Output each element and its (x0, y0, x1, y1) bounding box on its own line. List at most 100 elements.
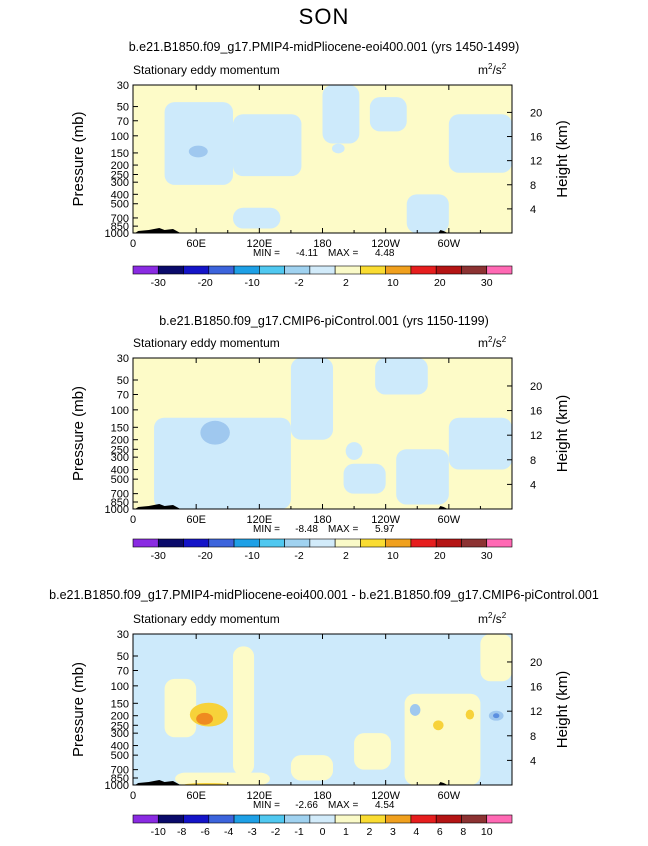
x-tick-label: 180 (313, 790, 331, 802)
colorbar-label: -6 (201, 826, 210, 838)
colorbar-swatch (132, 814, 159, 824)
colorbar-swatch (410, 814, 437, 824)
contour-region (369, 97, 407, 132)
y2-tick-label: 4 (530, 755, 536, 767)
y-tick-label: 500 (111, 474, 129, 486)
panel-left-label: Stationary eddy momentum (133, 63, 280, 77)
contour-blob (200, 420, 230, 445)
colorbar-swatch (233, 814, 260, 824)
colorbar-label: 1 (343, 826, 349, 838)
x-tick-label: 60W (438, 238, 461, 250)
colorbar-swatch (410, 538, 437, 548)
min-label: MIN = (253, 800, 280, 811)
panel-title: b.e21.B1850.f09_g17.CMIP6-piControl.001 … (159, 314, 489, 328)
y2-tick-label: 12 (530, 430, 542, 442)
y-tick-label: 300 (111, 452, 129, 464)
colorbar-swatch (183, 814, 210, 824)
y-tick-label: 1000 (105, 504, 129, 516)
contour-blob (465, 709, 475, 720)
y2-axis-title: Height (km) (554, 395, 571, 473)
y-tick-label: 1000 (105, 228, 129, 240)
colorbar: -30 -20 -10 -2 2 10 20 30 (132, 538, 513, 562)
x-tick-label: 60E (186, 238, 206, 250)
contour-region (396, 449, 449, 505)
y2-tick-label: 4 (530, 204, 536, 216)
colorbar-swatch (360, 265, 386, 275)
y2-tick-label: 8 (530, 731, 536, 743)
colorbar-swatch (183, 265, 210, 275)
colorbar-swatch (385, 538, 412, 548)
y2-tick-label: 8 (530, 455, 536, 467)
x-tick-label: 120W (371, 238, 400, 250)
colorbar-swatch (461, 538, 488, 548)
y-tick-label: 200 (111, 435, 129, 447)
colorbar-swatch (435, 265, 462, 275)
colorbar-swatch (385, 814, 412, 824)
colorbar-label: -30 (151, 550, 166, 562)
max-value: 4.54 (375, 800, 395, 811)
colorbar-label: 0 (320, 826, 326, 838)
contour-field (133, 358, 512, 509)
contour-region (154, 417, 291, 509)
x-tick-label: 0 (130, 238, 136, 250)
x-tick-label: 120E (246, 238, 272, 250)
colorbar-swatch (435, 538, 462, 548)
contour-region (404, 693, 481, 785)
colorbar-label: 10 (387, 550, 399, 562)
y-tick-label: 150 (111, 148, 129, 160)
y-tick-label: 300 (111, 177, 129, 189)
contour-region (343, 463, 386, 494)
colorbar-swatch (208, 538, 235, 548)
contour-region (354, 733, 391, 770)
x-tick-label: 180 (313, 238, 331, 250)
y-tick-label: 1000 (105, 780, 129, 792)
colorbar-swatch (461, 265, 488, 275)
panel-units: m2/s2 (478, 62, 507, 77)
panel-title: b.e21.B1850.f09_g17.PMIP4-midPliocene-eo… (129, 40, 520, 54)
y2-tick-label: 20 (530, 657, 542, 669)
y-tick-label: 250 (111, 444, 129, 456)
contour-region (448, 417, 512, 470)
panel-title: b.e21.B1850.f09_g17.PMIP4-midPliocene-eo… (49, 588, 599, 602)
contour-region (375, 358, 428, 395)
panel-left-label: Stationary eddy momentum (133, 336, 280, 350)
y2-tick-label: 20 (530, 107, 542, 119)
max-value: 4.48 (375, 248, 395, 259)
y-tick-label: 50 (117, 651, 129, 663)
y2-axis-title: Height (km) (554, 120, 571, 198)
terrain-shape (135, 228, 181, 233)
x-tick-label: 120E (246, 514, 272, 526)
colorbar-swatch (486, 814, 513, 824)
colorbar-swatch (208, 265, 235, 275)
y-tick-label: 500 (111, 750, 129, 762)
contour-region (233, 207, 281, 229)
colorbar-label: -8 (177, 826, 186, 838)
colorbar-label: 8 (460, 826, 466, 838)
contour-region (290, 755, 334, 781)
y2-tick-label: 16 (530, 406, 542, 418)
y2-tick-label: 20 (530, 381, 542, 393)
colorbar-label: 6 (437, 826, 443, 838)
y-tick-label: 700 (111, 489, 129, 501)
y-tick-label: 50 (117, 375, 129, 387)
contour-blob (433, 720, 444, 731)
colorbar-swatch (385, 265, 412, 275)
contour-region (175, 772, 270, 785)
colorbar-swatch (208, 814, 235, 824)
y-tick-label: 400 (111, 465, 129, 477)
contour-blob (493, 713, 500, 719)
colorbar-label: 4 (413, 826, 419, 838)
contour-region (164, 678, 197, 738)
y-tick-label: 70 (117, 665, 129, 677)
colorbar-swatch (360, 538, 386, 548)
contour-region (448, 114, 512, 173)
max-label: MAX = (328, 800, 358, 811)
min-value: -4.11 (296, 248, 318, 259)
colorbar-swatch (309, 814, 336, 824)
y-tick-label: 150 (111, 698, 129, 710)
colorbar-swatch (360, 814, 386, 824)
y-tick-label: 70 (117, 116, 129, 128)
max-value: 5.97 (375, 524, 395, 535)
colorbar-swatch (233, 265, 260, 275)
max-label: MAX = (328, 248, 358, 259)
